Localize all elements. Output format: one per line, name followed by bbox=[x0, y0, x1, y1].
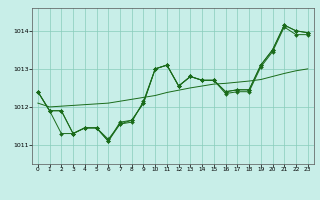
Text: Graphe pression niveau de la mer (hPa): Graphe pression niveau de la mer (hPa) bbox=[65, 184, 255, 193]
